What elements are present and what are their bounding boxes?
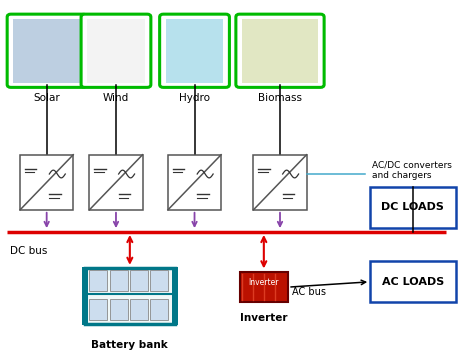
FancyBboxPatch shape (236, 14, 324, 87)
Bar (172, 267, 178, 325)
Bar (242, 19, 318, 83)
Bar (82, 267, 88, 325)
Text: Wind: Wind (103, 93, 129, 103)
Bar (130, 270, 148, 291)
Bar (150, 299, 168, 320)
FancyBboxPatch shape (160, 14, 229, 87)
Text: Solar: Solar (33, 93, 60, 103)
Bar (109, 299, 128, 320)
Bar (90, 155, 143, 210)
Bar (109, 270, 128, 291)
Text: Inverter: Inverter (240, 313, 288, 323)
Bar (130, 299, 148, 320)
Bar (150, 270, 168, 291)
Bar (165, 19, 223, 83)
Text: DC bus: DC bus (9, 246, 47, 256)
Bar (370, 261, 456, 302)
Text: AC bus: AC bus (292, 287, 326, 297)
Bar (13, 19, 80, 83)
Text: Biomass: Biomass (258, 93, 302, 103)
FancyBboxPatch shape (81, 14, 151, 87)
Text: Inverter: Inverter (248, 278, 279, 287)
Bar (370, 187, 456, 227)
Bar (90, 299, 107, 320)
Bar (239, 272, 288, 302)
Bar (254, 155, 307, 210)
Text: Hydro: Hydro (179, 93, 210, 103)
Bar (87, 19, 145, 83)
Text: AC/DC converters
and chargers: AC/DC converters and chargers (373, 160, 452, 179)
Bar (168, 155, 221, 210)
Bar (20, 155, 73, 210)
Text: DC LOADS: DC LOADS (382, 202, 444, 212)
FancyBboxPatch shape (7, 14, 86, 87)
Text: Battery bank: Battery bank (91, 340, 168, 349)
Bar (90, 270, 107, 291)
Bar (85, 269, 175, 323)
Text: AC LOADS: AC LOADS (382, 277, 444, 287)
